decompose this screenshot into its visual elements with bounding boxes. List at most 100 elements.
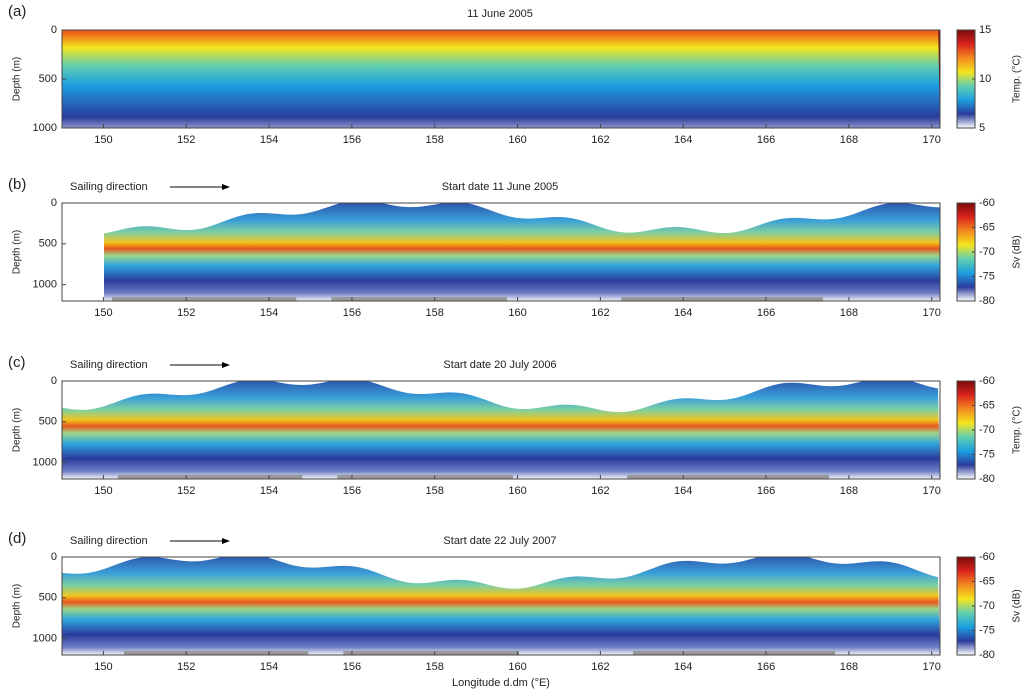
x-tick-label: 152	[177, 307, 195, 319]
x-tick-label: 162	[591, 485, 609, 497]
y-axis-label: Depth (m)	[12, 584, 23, 628]
field	[104, 203, 940, 301]
x-tick-label: 154	[260, 134, 278, 146]
colorbar-tick-label: -80	[979, 295, 995, 307]
colorbar-tick-label: -75	[979, 624, 995, 636]
x-tick-label: 160	[508, 134, 526, 146]
colorbar-tick-label: -75	[979, 448, 995, 460]
night-bar	[111, 297, 297, 301]
night-bar	[627, 475, 830, 479]
y-tick-label: 500	[39, 238, 57, 250]
x-tick-label: 150	[94, 307, 112, 319]
x-tick-label: 162	[591, 134, 609, 146]
night-bar	[621, 297, 824, 301]
field-group	[62, 557, 940, 655]
x-tick-label: 166	[757, 485, 775, 497]
x-tick-label: 162	[591, 307, 609, 319]
x-tick-label: 166	[757, 307, 775, 319]
x-tick-label: 158	[426, 485, 444, 497]
plot-frame	[61, 202, 941, 302]
x-tick-label: 170	[923, 134, 941, 146]
field-group	[62, 203, 940, 301]
colorbar-tick-label: 5	[979, 122, 985, 134]
x-tick-label: 160	[508, 661, 526, 673]
x-tick-label: 168	[840, 485, 858, 497]
x-tick-label: 150	[94, 485, 112, 497]
colorbar-label: Sv (dB)	[1012, 589, 1023, 622]
x-tick-label: 156	[343, 485, 361, 497]
x-tick-label: 158	[426, 307, 444, 319]
x-tick-label: 156	[343, 134, 361, 146]
x-tick-label: 150	[94, 134, 112, 146]
panel-label: (c)	[8, 354, 26, 371]
annotation: Sailing direction	[70, 181, 148, 193]
annotation: Sailing direction	[70, 359, 148, 371]
x-tick-label: 160	[508, 485, 526, 497]
night-bar	[123, 651, 309, 655]
night-bar	[337, 475, 513, 479]
x-tick-label: 156	[343, 307, 361, 319]
field-group	[62, 30, 940, 128]
x-tick-label: 164	[674, 661, 692, 673]
y-tick-label: 500	[39, 592, 57, 604]
y-tick-label: 1000	[33, 633, 57, 645]
panel-title: Start date 20 July 2006	[443, 359, 556, 371]
y-tick-label: 0	[51, 551, 57, 563]
y-tick-label: 0	[51, 375, 57, 387]
colorbar-label: Sv (dB)	[1012, 235, 1023, 268]
panel-label: (a)	[8, 3, 26, 20]
field	[62, 381, 940, 479]
x-tick-label: 164	[674, 307, 692, 319]
plot-frame	[61, 380, 941, 480]
y-axis-label: Depth (m)	[12, 230, 23, 274]
colorbar-tick-label: -60	[979, 375, 995, 387]
arrow-head	[222, 362, 230, 368]
y-axis-label: Depth (m)	[12, 408, 23, 452]
colorbar-tick-label: -70	[979, 600, 995, 612]
x-tick-label: 168	[840, 661, 858, 673]
night-bar	[343, 651, 519, 655]
x-axis-label: Longitude d.dm (°E)	[452, 677, 550, 689]
night-bar	[117, 475, 303, 479]
panel-title: Start date 11 June 2005	[442, 181, 559, 193]
x-tick-label: 158	[426, 134, 444, 146]
x-tick-label: 156	[343, 661, 361, 673]
colorbar-tick-label: -65	[979, 221, 995, 233]
night-bar	[633, 651, 836, 655]
plot-frame	[61, 556, 941, 656]
arrow-head	[222, 538, 230, 544]
field	[62, 557, 940, 655]
x-tick-label: 168	[840, 134, 858, 146]
y-tick-label: 1000	[33, 122, 57, 134]
x-tick-label: 158	[426, 661, 444, 673]
colorbar-tick-label: -80	[979, 649, 995, 661]
colorbar-tick-label: -65	[979, 575, 995, 587]
x-tick-label: 170	[923, 661, 941, 673]
colorbar-tick-label: -60	[979, 551, 995, 563]
panel-title: 11 June 2005	[467, 8, 533, 20]
x-tick-label: 170	[923, 485, 941, 497]
colorbar-tick-label: 15	[979, 24, 991, 36]
x-tick-label: 168	[840, 307, 858, 319]
colorbar-tick-label: -70	[979, 424, 995, 436]
colorbar-tick-label: -65	[979, 399, 995, 411]
y-tick-label: 500	[39, 73, 57, 85]
y-tick-label: 0	[51, 24, 57, 36]
x-tick-label: 160	[508, 307, 526, 319]
x-tick-label: 152	[177, 661, 195, 673]
x-tick-label: 170	[923, 307, 941, 319]
x-tick-label: 154	[260, 307, 278, 319]
field	[62, 30, 940, 128]
x-tick-label: 154	[260, 485, 278, 497]
x-tick-label: 152	[177, 134, 195, 146]
x-tick-label: 154	[260, 661, 278, 673]
panel-label: (b)	[8, 176, 26, 193]
y-tick-label: 500	[39, 416, 57, 428]
night-bar	[331, 297, 507, 301]
x-tick-label: 166	[757, 661, 775, 673]
colorbar-label: Temp. (°C)	[1012, 55, 1023, 103]
panel-title: Start date 22 July 2007	[443, 535, 556, 547]
x-tick-label: 162	[591, 661, 609, 673]
colorbar-tick-label: 10	[979, 73, 991, 85]
